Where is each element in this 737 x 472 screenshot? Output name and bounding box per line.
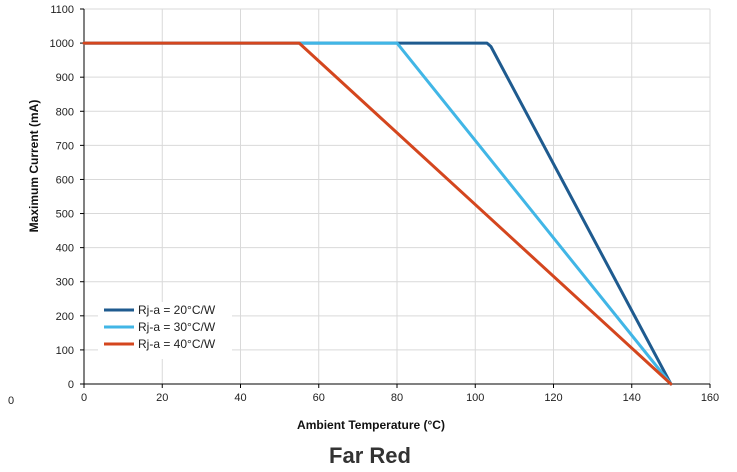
x-tick-label: 0 <box>81 392 87 404</box>
y-tick-label: 0 <box>68 379 74 391</box>
y-tick-label: 400 <box>56 243 74 255</box>
x-axis-title: Ambient Temperature (°C) <box>297 418 445 432</box>
axes <box>80 8 711 388</box>
y-tick-label: 900 <box>56 72 74 84</box>
x-tick-label: 100 <box>466 392 484 404</box>
y-tick-label: 600 <box>56 174 74 186</box>
y-tick-label: 700 <box>56 140 74 152</box>
stray-zero-label: 0 <box>8 395 14 407</box>
x-tick-label: 20 <box>156 392 168 404</box>
series-line-3 <box>82 41 673 386</box>
x-tick-label: 160 <box>701 392 719 404</box>
legend: Rj-a = 20°C/W Rj-a = 30°C/W Rj-a = 40°C/W <box>98 302 232 359</box>
legend-label-1: Rj-a = 20°C/W <box>138 303 216 317</box>
x-tick-label: 80 <box>391 392 403 404</box>
y-tick-label: 800 <box>56 106 74 118</box>
chart-title: Far Red <box>329 443 411 468</box>
y-tick-label: 300 <box>56 277 74 289</box>
y-tick-label: 200 <box>56 311 74 323</box>
y-axis-title: Maximum Current (mA) <box>27 100 41 233</box>
series-lines <box>82 41 673 386</box>
x-tick-label: 60 <box>313 392 325 404</box>
x-tick-label: 120 <box>544 392 562 404</box>
y-tick-label: 1000 <box>50 38 74 50</box>
y-tick-label: 500 <box>56 209 74 221</box>
x-tick-label: 140 <box>623 392 641 404</box>
legend-label-2: Rj-a = 30°C/W <box>138 320 216 334</box>
y-tick-label: 100 <box>56 345 74 357</box>
tick-labels: 0 100 200 300 400 500 600 700 800 900 1000 1100 0 20 4… <box>50 4 720 404</box>
y-tick-label: 1100 <box>50 4 74 16</box>
x-tick-label: 40 <box>234 392 246 404</box>
legend-label-3: Rj-a = 40°C/W <box>138 337 216 351</box>
